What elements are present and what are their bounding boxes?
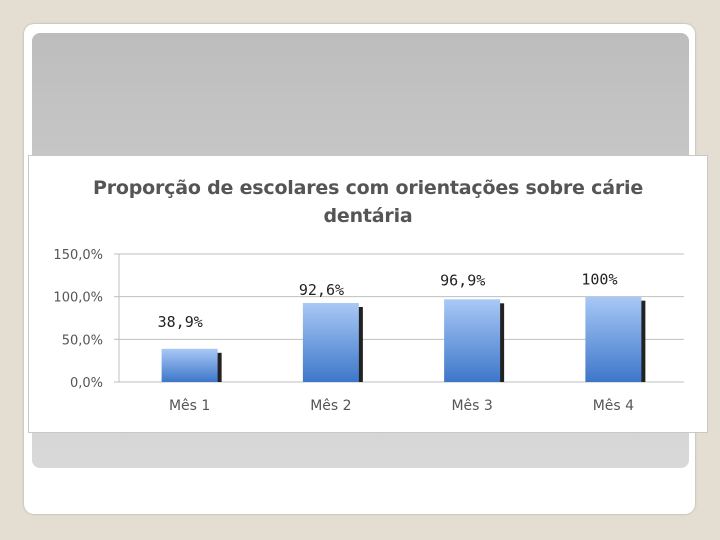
x-category-label: Mês 1 — [169, 398, 210, 414]
data-label: 38,9% — [158, 313, 203, 331]
bar — [161, 348, 218, 382]
y-axis-ticks: 0,0% 50,0% 100,0% 150,0% — [53, 248, 103, 391]
bar — [302, 302, 359, 382]
y-tick-label: 100,0% — [53, 291, 103, 306]
data-label: 96,9% — [440, 271, 485, 289]
bar — [585, 296, 642, 382]
x-category-label: Mês 2 — [310, 398, 351, 414]
x-category-label: Mês 4 — [593, 398, 634, 414]
bar — [444, 299, 501, 382]
chart-container: Proporção de escolares com orientações s… — [28, 155, 708, 433]
y-tick-label: 50,0% — [62, 333, 103, 348]
chart-title-line-2: dentária — [323, 205, 413, 227]
data-label: 100% — [581, 271, 617, 289]
bars — [161, 296, 646, 382]
data-label: 92,6% — [299, 281, 344, 299]
chart-title: Proporção de escolares com orientações s… — [29, 174, 707, 230]
y-tick-label: 150,0% — [53, 248, 103, 263]
x-category-label: Mês 3 — [451, 398, 492, 414]
x-axis-categories: Mês 1 Mês 2 Mês 3 Mês 4 — [169, 398, 634, 414]
y-tick-label: 0,0% — [70, 376, 103, 391]
chart-title-line-1: Proporção de escolares com orientações s… — [92, 177, 644, 199]
bar-chart: 0,0%50,0%100,0%150,0% Mês 1 Mês 2 Mês 3 Mês… — [53, 248, 684, 414]
data-labels: 38,9% 92,6% 96,9% 100% — [158, 271, 618, 331]
